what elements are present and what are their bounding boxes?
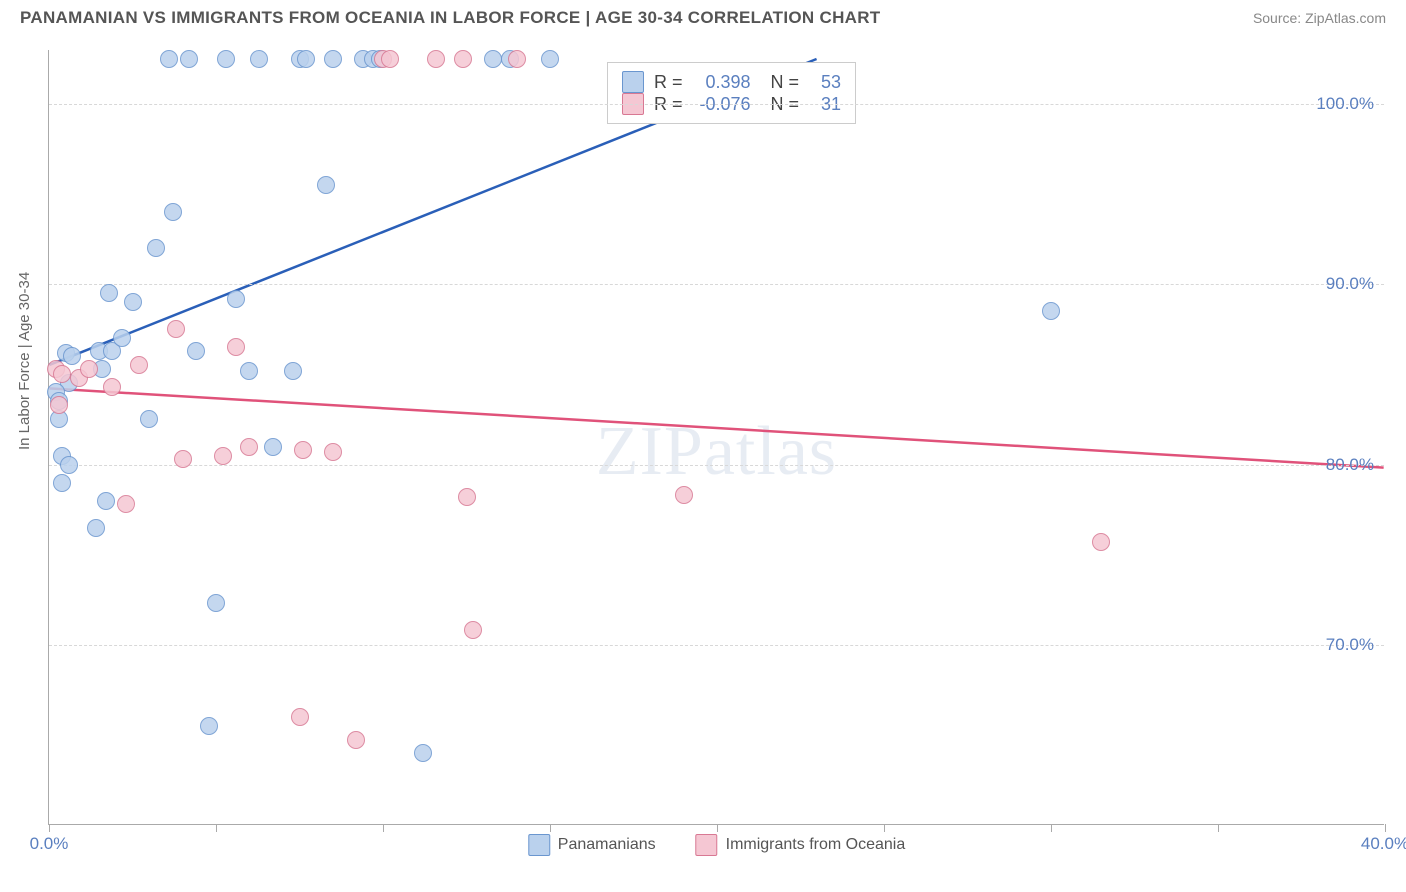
data-point bbox=[347, 731, 365, 749]
data-point bbox=[60, 456, 78, 474]
stat-n-label: N = bbox=[761, 72, 800, 93]
data-point bbox=[100, 284, 118, 302]
data-point bbox=[167, 320, 185, 338]
data-point bbox=[124, 293, 142, 311]
data-point bbox=[174, 450, 192, 468]
data-point bbox=[1092, 533, 1110, 551]
y-tick-label: 70.0% bbox=[1326, 635, 1374, 655]
data-point bbox=[200, 717, 218, 735]
y-tick-label: 100.0% bbox=[1316, 94, 1374, 114]
data-point bbox=[103, 378, 121, 396]
y-axis-label: In Labor Force | Age 30-34 bbox=[16, 272, 33, 450]
trend-line bbox=[49, 388, 1383, 467]
x-tick-label: 0.0% bbox=[30, 834, 69, 854]
stats-row: R = 0.398 N = 53 bbox=[622, 71, 841, 93]
watermark-text: ZIPatlas bbox=[596, 412, 837, 492]
legend-swatch bbox=[528, 834, 550, 856]
stat-r-value: 0.398 bbox=[693, 72, 751, 93]
x-tick bbox=[717, 824, 718, 832]
data-point bbox=[240, 362, 258, 380]
data-point bbox=[484, 50, 502, 68]
data-point bbox=[63, 347, 81, 365]
data-point bbox=[207, 594, 225, 612]
x-tick bbox=[216, 824, 217, 832]
legend-label: Immigrants from Oceania bbox=[726, 836, 906, 854]
data-point bbox=[113, 329, 131, 347]
legend-item: Panamanians bbox=[528, 834, 656, 856]
data-point bbox=[217, 50, 235, 68]
data-point bbox=[324, 443, 342, 461]
data-point bbox=[187, 342, 205, 360]
gridline bbox=[49, 104, 1384, 105]
data-point bbox=[508, 50, 526, 68]
data-point bbox=[458, 488, 476, 506]
data-point bbox=[97, 492, 115, 510]
data-point bbox=[264, 438, 282, 456]
legend-item: Immigrants from Oceania bbox=[696, 834, 906, 856]
page-title: PANAMANIAN VS IMMIGRANTS FROM OCEANIA IN… bbox=[20, 8, 880, 28]
gridline bbox=[49, 645, 1384, 646]
gridline bbox=[49, 465, 1384, 466]
data-point bbox=[381, 50, 399, 68]
data-point bbox=[160, 50, 178, 68]
series-swatch bbox=[622, 71, 644, 93]
x-tick bbox=[383, 824, 384, 832]
data-point bbox=[240, 438, 258, 456]
data-point bbox=[130, 356, 148, 374]
x-tick bbox=[1218, 824, 1219, 832]
data-point bbox=[250, 50, 268, 68]
y-tick-label: 90.0% bbox=[1326, 274, 1374, 294]
legend-swatch bbox=[696, 834, 718, 856]
data-point bbox=[297, 50, 315, 68]
source-name: ZipAtlas.com bbox=[1305, 10, 1386, 26]
data-point bbox=[454, 50, 472, 68]
data-point bbox=[464, 621, 482, 639]
data-point bbox=[294, 441, 312, 459]
data-point bbox=[147, 239, 165, 257]
data-point bbox=[53, 474, 71, 492]
scatter-chart: ZIPatlas R =0.398 N =53R =-0.076 N =31 P… bbox=[48, 50, 1384, 825]
data-point bbox=[53, 365, 71, 383]
data-point bbox=[117, 495, 135, 513]
stat-r-label: R = bbox=[654, 72, 683, 93]
source-credit: Source: ZipAtlas.com bbox=[1253, 10, 1386, 26]
data-point bbox=[675, 486, 693, 504]
data-point bbox=[140, 410, 158, 428]
data-point bbox=[80, 360, 98, 378]
data-point bbox=[284, 362, 302, 380]
stat-n-value: 53 bbox=[809, 72, 841, 93]
data-point bbox=[180, 50, 198, 68]
y-tick-label: 80.0% bbox=[1326, 455, 1374, 475]
x-tick-label: 40.0% bbox=[1361, 834, 1406, 854]
stats-legend-box: R =0.398 N =53R =-0.076 N =31 bbox=[607, 62, 856, 124]
x-tick bbox=[49, 824, 50, 832]
legend: Panamanians Immigrants from Oceania bbox=[528, 834, 905, 856]
gridline bbox=[49, 284, 1384, 285]
data-point bbox=[427, 50, 445, 68]
data-point bbox=[291, 708, 309, 726]
source-prefix: Source: bbox=[1253, 10, 1305, 26]
x-tick bbox=[884, 824, 885, 832]
data-point bbox=[227, 290, 245, 308]
data-point bbox=[50, 396, 68, 414]
x-tick bbox=[550, 824, 551, 832]
data-point bbox=[87, 519, 105, 537]
data-point bbox=[164, 203, 182, 221]
x-tick bbox=[1385, 824, 1386, 832]
data-point bbox=[414, 744, 432, 762]
data-point bbox=[214, 447, 232, 465]
data-point bbox=[541, 50, 559, 68]
data-point bbox=[317, 176, 335, 194]
x-tick bbox=[1051, 824, 1052, 832]
data-point bbox=[227, 338, 245, 356]
legend-label: Panamanians bbox=[558, 836, 656, 854]
data-point bbox=[1042, 302, 1060, 320]
data-point bbox=[324, 50, 342, 68]
